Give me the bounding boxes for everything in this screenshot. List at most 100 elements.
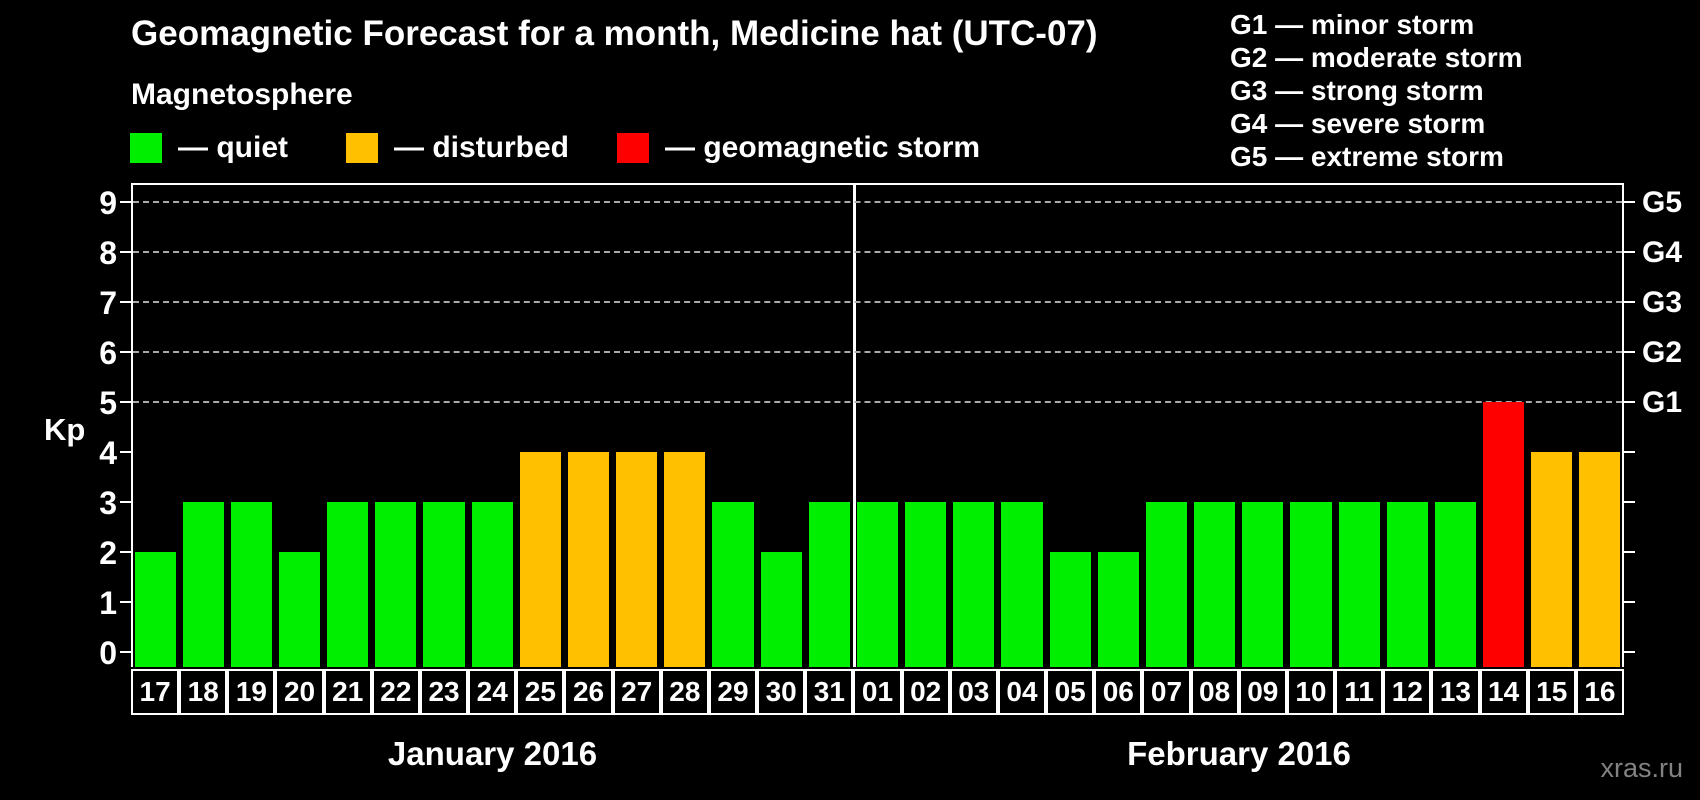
- kp-bar-day-30: [760, 552, 802, 667]
- gridline-kp5: [133, 401, 1622, 403]
- kp-bar-day-29: [712, 502, 754, 667]
- y-tick-label-6: 6: [99, 335, 117, 371]
- right-axis-label-g2: G2: [1642, 336, 1683, 369]
- day-label-30: 30: [757, 669, 806, 715]
- legend-label-storm: — geomagnetic storm: [665, 131, 981, 164]
- y-tick-label-3: 3: [99, 485, 117, 521]
- y-tick-right-2: [1624, 551, 1635, 553]
- y-tick-left-9: [120, 201, 131, 203]
- y-axis-title: Kp: [44, 412, 86, 447]
- kp-bar-day-25: [519, 452, 561, 667]
- day-label-12: 12: [1383, 669, 1432, 715]
- y-tick-left-1: [120, 601, 131, 603]
- legend-item-disturbed: — disturbed: [346, 131, 570, 164]
- y-tick-right-6: [1624, 351, 1635, 353]
- y-tick-label-7: 7: [99, 285, 117, 321]
- kp-bar-day-02: [905, 502, 947, 667]
- kp-bar-day-04: [1001, 502, 1043, 667]
- y-tick-right-1: [1624, 601, 1635, 603]
- gridline-kp7: [133, 301, 1622, 303]
- g4-scale-line: G4 — severe storm: [1230, 108, 1486, 139]
- day-label-05: 05: [1046, 669, 1095, 715]
- day-label-06: 06: [1094, 669, 1143, 715]
- y-tick-right-0: [1624, 651, 1635, 653]
- quiet-color-swatch: [130, 133, 162, 163]
- kp-bar-day-01: [856, 502, 899, 667]
- day-label-31: 31: [805, 669, 854, 715]
- kp-bar-day-26: [567, 452, 610, 667]
- kp-bar-day-05: [1049, 552, 1091, 667]
- plot-area: [131, 183, 1624, 667]
- kp-bar-day-07: [1145, 502, 1188, 667]
- gridline-kp8: [133, 251, 1622, 253]
- right-axis-label-g1: G1: [1642, 386, 1683, 419]
- gridline-kp6: [133, 351, 1622, 353]
- legend-item-quiet: — quiet: [130, 131, 288, 164]
- day-label-18: 18: [179, 669, 228, 715]
- kp-bar-day-10: [1290, 502, 1332, 667]
- y-tick-left-6: [120, 351, 131, 353]
- right-axis-label-g4: G4: [1642, 236, 1683, 269]
- day-label-20: 20: [275, 669, 324, 715]
- gridline-kp9: [133, 201, 1622, 203]
- day-label-09: 09: [1238, 669, 1287, 715]
- right-axis-label-g3: G3: [1642, 286, 1683, 319]
- day-label-08: 08: [1190, 669, 1239, 715]
- kp-bar-day-19: [230, 502, 272, 667]
- day-label-15: 15: [1527, 669, 1576, 715]
- kp-bar-day-27: [616, 452, 658, 667]
- kp-bar-day-24: [471, 502, 513, 667]
- kp-bar-day-28: [664, 452, 706, 667]
- day-label-19: 19: [227, 669, 276, 715]
- y-tick-label-2: 2: [99, 535, 117, 571]
- page-title: Geomagnetic Forecast for a month, Medici…: [131, 14, 1098, 53]
- y-tick-right-7: [1624, 301, 1635, 303]
- kp-bar-day-17: [134, 552, 176, 667]
- day-label-28: 28: [660, 669, 709, 715]
- y-tick-label-8: 8: [99, 235, 117, 271]
- day-label-04: 04: [997, 669, 1047, 715]
- kp-bar-day-23: [423, 502, 465, 667]
- day-label-26: 26: [564, 669, 613, 715]
- day-label-27: 27: [612, 669, 661, 715]
- day-label-01: 01: [853, 669, 902, 715]
- y-tick-right-8: [1624, 251, 1635, 253]
- kp-bar-day-20: [278, 552, 321, 667]
- y-tick-left-7: [120, 301, 131, 303]
- month-label-january: January 2016: [387, 735, 598, 772]
- day-label-11: 11: [1335, 669, 1384, 715]
- kp-bar-day-14: [1483, 402, 1525, 667]
- kp-bar-day-09: [1242, 502, 1284, 667]
- day-label-29: 29: [708, 669, 758, 715]
- legend-label-disturbed: — disturbed: [394, 131, 570, 164]
- g1-scale-line: G1 — minor storm: [1230, 9, 1475, 40]
- legend-label-quiet: — quiet: [178, 131, 288, 164]
- y-tick-left-3: [120, 501, 131, 503]
- month-separator-line: [853, 183, 856, 667]
- month-label-february: February 2016: [1127, 735, 1351, 772]
- y-tick-left-8: [120, 251, 131, 253]
- y-tick-left-5: [120, 401, 131, 403]
- disturbed-color-swatch: [346, 133, 378, 163]
- kp-bar-day-13: [1434, 502, 1476, 667]
- legend-item-storm: — geomagnetic storm: [617, 131, 981, 164]
- day-label-16: 16: [1575, 669, 1624, 715]
- y-tick-right-4: [1624, 451, 1635, 453]
- kp-bar-day-16: [1579, 452, 1621, 667]
- kp-bar-day-03: [953, 502, 995, 667]
- g3-scale-line: G3 — strong storm: [1230, 75, 1484, 106]
- kp-bar-day-22: [375, 502, 417, 667]
- kp-bar-day-31: [808, 502, 850, 667]
- right-axis-label-g5: G5: [1642, 186, 1683, 219]
- y-tick-label-0: 0: [99, 635, 117, 671]
- day-label-25: 25: [516, 669, 565, 715]
- day-label-23: 23: [419, 669, 469, 715]
- day-label-17: 17: [131, 669, 180, 715]
- day-label-22: 22: [371, 669, 420, 715]
- magnetosphere-legend-title: Magnetosphere: [131, 78, 353, 111]
- day-label-14: 14: [1479, 669, 1528, 715]
- y-tick-label-1: 1: [99, 585, 117, 621]
- kp-bar-day-15: [1531, 452, 1573, 667]
- kp-bar-day-08: [1194, 502, 1236, 667]
